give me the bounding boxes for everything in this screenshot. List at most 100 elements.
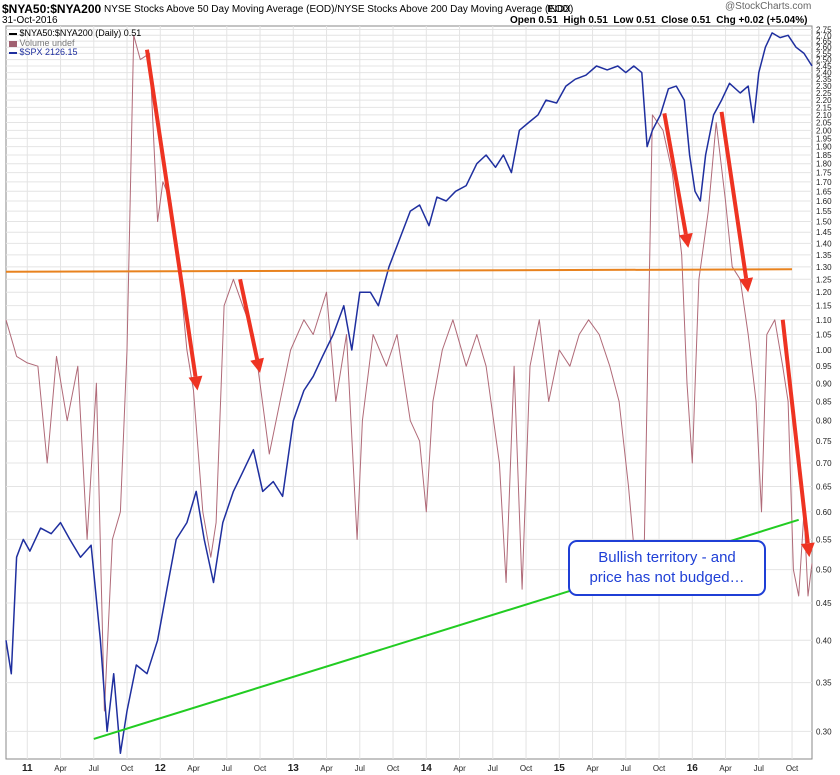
y-tick-label: 1.45 [816, 228, 832, 237]
trend-arrow [662, 113, 693, 248]
legend-label: Volume undef [19, 38, 75, 48]
arrow-shaft [662, 113, 688, 235]
x-tick-label: 12 [155, 763, 167, 774]
y-axis-labels: 0.30 0.35 0.40 0.45 0.50 0.55 0.60 0.65 0.70 0.75… [816, 25, 832, 736]
legend-item-volume: Volume undef [9, 38, 75, 48]
trend-arrow [238, 278, 264, 373]
x-axis-labels: 11 Apr Jul Oct 12 Apr Jul Oct 13 Apr Jul Oct 14 Apr Ju… [22, 763, 799, 774]
y-tick-label: 0.55 [816, 535, 832, 544]
chart-symbol: $NYA50:$NYA200 [2, 2, 102, 16]
x-tick-label: Apr [187, 764, 200, 773]
x-tick-label: Jul [488, 764, 498, 773]
y-tick-label: 0.50 [816, 566, 832, 575]
y-tick-label: 2.55 [816, 49, 832, 58]
y-tick-label: 2.25 [816, 89, 832, 98]
y-tick-label: 1.75 [816, 169, 832, 178]
watermark: @StockCharts.com [725, 1, 812, 12]
y-tick-label: 1.25 [816, 275, 832, 284]
y-tick-label: 1.00 [816, 346, 832, 355]
y-tick-label: 2.65 [816, 37, 832, 46]
y-tick-label: 0.75 [816, 437, 832, 446]
y-tick-label: 2.35 [816, 75, 832, 84]
grid [6, 26, 812, 759]
x-tick-label: Jul [222, 764, 232, 773]
y-tick-label: 0.90 [816, 379, 832, 388]
arrow-head [800, 542, 815, 558]
x-tick-label: Jul [621, 764, 631, 773]
y-tick-label: 2.10 [816, 111, 832, 120]
y-tick-label: 2.20 [816, 96, 832, 105]
x-tick-label: Oct [121, 764, 134, 773]
exchange-label: INDX [547, 4, 571, 15]
series-line-0 [5, 34, 813, 712]
y-tick-label: 1.65 [816, 187, 832, 196]
y-tick-label: 2.30 [816, 82, 832, 91]
y-tick-label: 1.35 [816, 251, 832, 260]
arrow-shaft [780, 319, 810, 544]
y-tick-label: 2.15 [816, 103, 832, 112]
y-tick-label: 1.90 [816, 143, 832, 152]
chart-date: 31-Oct-2016 [2, 15, 58, 26]
legend-item-spx: $SPX 2126.15 [9, 47, 78, 57]
x-tick-label: Apr [54, 764, 67, 773]
y-tick-label: 1.15 [816, 302, 832, 311]
arrow-head [250, 357, 264, 373]
y-tick-label: 1.05 [816, 330, 832, 339]
y-tick-label: 2.40 [816, 69, 832, 78]
y-tick-label: 0.70 [816, 459, 832, 468]
y-tick-label: 0.40 [816, 636, 832, 645]
quote-open: Open 0.51 [510, 15, 558, 26]
y-tick-label: 0.30 [816, 727, 832, 736]
y-tick-label: 2.70 [816, 31, 832, 40]
x-tick-label: Apr [719, 764, 732, 773]
y-tick-label: 0.60 [816, 508, 832, 517]
quote-close: Close 0.51 [661, 15, 711, 26]
annotation-callout: Bullish territory - and price has not bu… [568, 540, 766, 596]
legend-swatch [9, 32, 17, 35]
y-tick-label: 1.50 [816, 217, 832, 226]
y-tick-label: 1.60 [816, 197, 832, 206]
arrow-head [188, 375, 203, 391]
y-tick-label: 2.05 [816, 119, 832, 128]
legend-label: $SPX 2126.15 [19, 47, 78, 57]
callout-line-1: Bullish territory - and [598, 549, 736, 566]
chart-description: NYSE Stocks Above 50 Day Moving Average … [104, 4, 574, 15]
legend-item-ratio: $NYA50:$NYA200 (Daily) 0.51 [9, 28, 141, 38]
arrow-head [739, 277, 754, 293]
quote-bar: Open 0.51 High 0.51 Low 0.51 Close 0.51 … [510, 15, 807, 26]
y-tick-label: 0.95 [816, 362, 832, 371]
y-tick-label: 1.80 [816, 160, 832, 169]
legend-swatch [9, 40, 17, 47]
quote-low: Low 0.51 [613, 15, 656, 26]
y-tick-label: 1.20 [816, 288, 832, 297]
x-tick-label: 16 [687, 763, 699, 774]
y-tick-label: 1.95 [816, 134, 832, 143]
trend-arrow [145, 49, 203, 391]
arrow-head [678, 232, 693, 248]
arrow-shaft [719, 111, 749, 279]
x-tick-label: Oct [520, 764, 533, 773]
callout-line-2: price has not budged… [589, 569, 745, 586]
y-tick-label: 0.80 [816, 417, 832, 426]
quote-high: High 0.51 [563, 15, 608, 26]
arrow-shaft [238, 278, 260, 360]
series-line-2 [5, 268, 793, 273]
y-tick-label: 0.35 [816, 679, 832, 688]
x-tick-label: Apr [586, 764, 599, 773]
trend-arrow [780, 319, 815, 558]
x-tick-label: Oct [653, 764, 666, 773]
y-tick-label: 1.55 [816, 207, 832, 216]
x-tick-label: 11 [22, 763, 33, 774]
trend-arrow [719, 111, 754, 293]
x-tick-label: 15 [554, 763, 566, 774]
x-tick-label: Oct [254, 764, 267, 773]
x-tick-label: Apr [320, 764, 333, 773]
arrow-layer [145, 49, 815, 558]
x-tick-label: Jul [754, 764, 764, 773]
legend-swatch [9, 51, 17, 54]
x-tick-label: Jul [89, 764, 99, 773]
y-tick-label: 2.60 [816, 43, 832, 52]
x-tick-label: Jul [355, 764, 365, 773]
y-tick-label: 1.70 [816, 178, 832, 187]
